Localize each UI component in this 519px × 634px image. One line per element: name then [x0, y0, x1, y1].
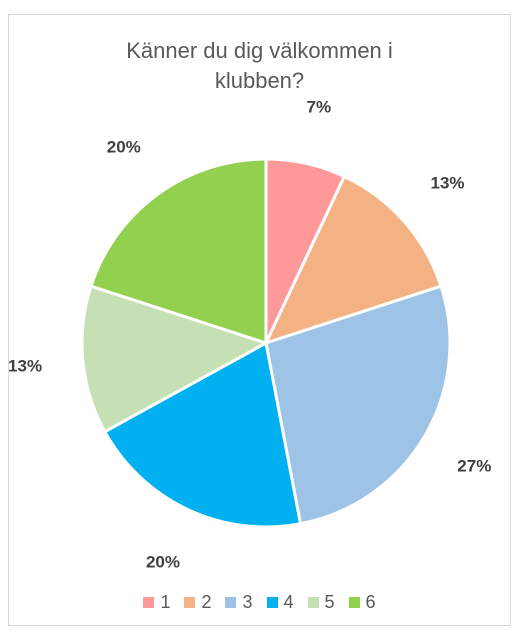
legend-label-3: 3	[242, 592, 253, 612]
legend-label-4: 4	[283, 592, 294, 612]
legend-item-5: 5	[307, 592, 335, 613]
pie-slice-3	[264, 284, 452, 526]
legend-swatch-1	[143, 597, 155, 608]
legend-swatch-6	[348, 597, 360, 608]
legend-item-2: 2	[184, 592, 211, 613]
pie-slice-2	[264, 175, 443, 345]
pie-data-labels: 7% 13% 27% 20% 13% 20%	[8, 97, 491, 571]
data-label-1: 7%	[307, 97, 332, 116]
legend-label-5: 5	[324, 592, 335, 612]
legend-item-6: 6	[348, 592, 376, 613]
chart-legend: 1 2 3 4 5 6	[0, 592, 519, 613]
chart-title: Känner du dig välkommen i klubben?	[0, 36, 519, 96]
data-label-3: 27%	[457, 457, 491, 476]
pie-slice-6	[89, 157, 268, 345]
data-label-4: 20%	[146, 552, 180, 571]
pie-slices	[80, 157, 452, 529]
legend-item-4: 4	[266, 592, 294, 613]
legend-label-1: 1	[160, 592, 171, 612]
chart-title-line-1: Känner du dig välkommen i	[126, 38, 393, 63]
legend-label-6: 6	[365, 592, 376, 612]
legend-swatch-2	[184, 597, 196, 608]
data-label-5: 13%	[8, 356, 42, 375]
legend-item-1: 1	[143, 592, 170, 613]
data-label-6: 20%	[107, 138, 141, 157]
legend-label-2: 2	[201, 592, 212, 612]
legend-swatch-5	[307, 597, 319, 608]
legend-item-3: 3	[225, 592, 253, 613]
chart-title-line-2: klubben?	[214, 68, 305, 93]
legend-swatch-4	[266, 597, 278, 608]
legend-swatch-3	[225, 597, 237, 608]
pie-slice-4	[103, 341, 302, 529]
pie-slice-5	[80, 284, 268, 434]
data-label-2: 13%	[431, 173, 465, 192]
